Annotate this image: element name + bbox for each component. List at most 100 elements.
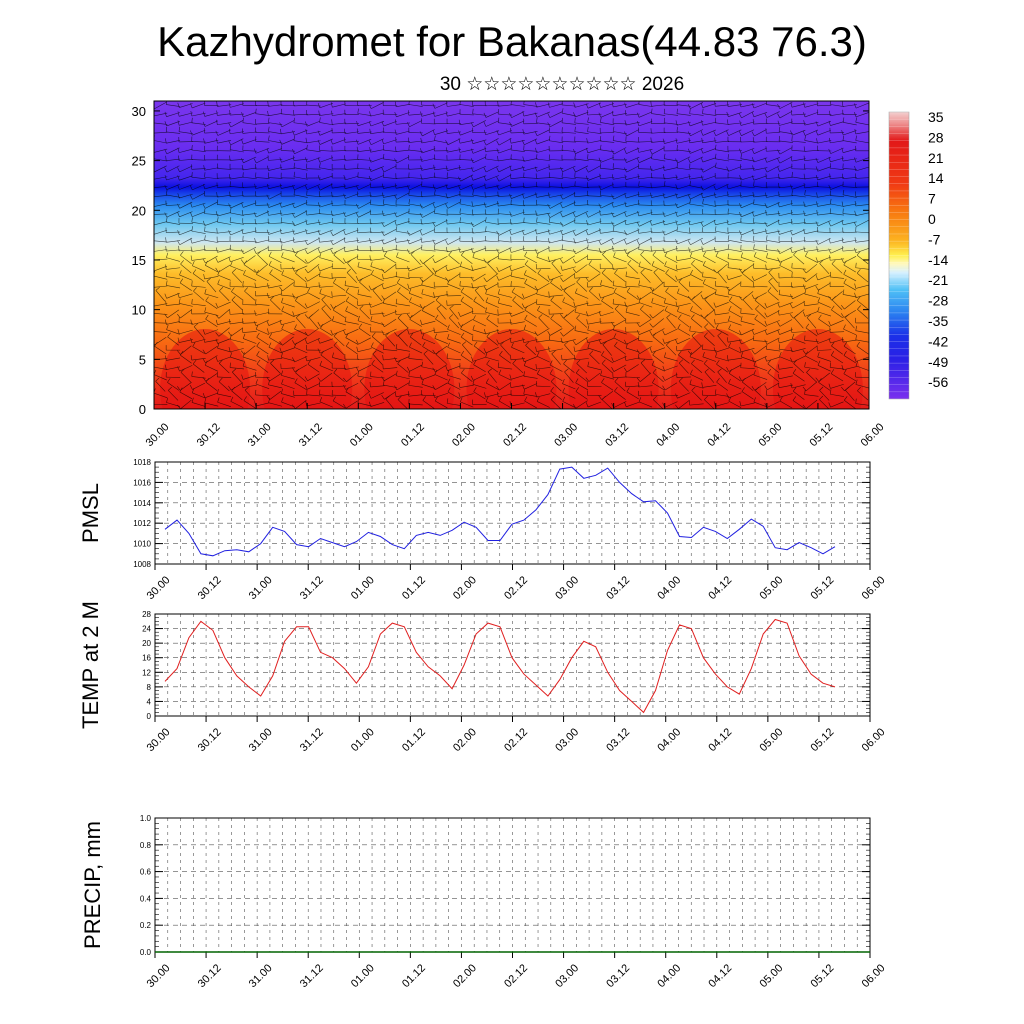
wind-barb-flag	[294, 378, 298, 383]
wind-barb	[179, 165, 193, 173]
wind-barb-flag	[179, 387, 183, 393]
wind-barb-flag	[830, 351, 835, 356]
wind-barb-flag	[688, 219, 691, 225]
wind-barb-flag	[585, 311, 589, 317]
wind-barb	[230, 356, 244, 362]
wind-barb-flag	[496, 248, 500, 254]
wind-barb	[270, 299, 281, 310]
wind-barb-flag	[180, 251, 184, 256]
wind-barb	[638, 204, 653, 206]
wind-barb-flag	[343, 377, 347, 382]
wind-barb	[575, 337, 588, 346]
wind-barb	[268, 131, 283, 135]
wind-barb	[625, 286, 640, 288]
wind-barb-flag	[611, 357, 614, 363]
wind-barb	[191, 239, 206, 244]
wind-barb-flag	[700, 157, 704, 163]
wind-barb	[690, 156, 704, 164]
wind-barb-flag	[317, 102, 321, 108]
wind-barb	[830, 104, 845, 107]
wind-barb	[779, 110, 793, 119]
wind-barb-flag	[704, 323, 709, 328]
x-tick-label: 30.00	[145, 574, 173, 602]
wind-barb-flag	[177, 404, 181, 409]
wind-barb-flag	[713, 219, 716, 225]
x-tick-label: 03.12	[604, 962, 632, 990]
wind-barb-flag	[738, 339, 742, 345]
wind-barb-flag	[484, 183, 486, 189]
wind-barb-flag	[305, 282, 307, 288]
wind-barb	[855, 267, 869, 270]
wind-barb	[536, 139, 551, 145]
wind-barb-flag	[458, 119, 461, 125]
wind-barb-flag	[355, 185, 359, 191]
wind-barb	[626, 337, 640, 345]
wind-barb	[779, 212, 793, 217]
wind-barb	[536, 385, 551, 387]
wind-barb-flag	[164, 111, 167, 117]
wind-barb-flag	[601, 395, 606, 400]
wind-barb	[638, 141, 653, 143]
wind-barb-flag	[509, 337, 512, 343]
wind-barb	[447, 104, 462, 107]
wind-barb-flag	[346, 268, 351, 273]
wind-barb	[843, 345, 856, 355]
wind-barb	[307, 184, 321, 191]
wind-barb	[395, 312, 410, 316]
wind-barb-flag	[509, 374, 512, 380]
wind-barb-flag	[343, 364, 346, 370]
wind-barb	[383, 139, 397, 145]
wind-barb	[510, 358, 525, 361]
wind-barb	[766, 249, 781, 252]
wind-barb-flag	[432, 349, 436, 355]
wind-barb	[459, 140, 474, 144]
wind-barb-flag	[535, 346, 537, 352]
wind-barb-flag	[534, 285, 538, 291]
wind-barb	[422, 129, 435, 137]
wind-barb-flag	[509, 401, 512, 407]
colorbar-label: 28	[928, 129, 944, 145]
wind-barb	[805, 256, 818, 263]
wind-barb-flag	[842, 189, 845, 195]
wind-barb	[845, 389, 855, 401]
wind-barb-flag	[767, 368, 772, 374]
wind-barb	[166, 140, 181, 144]
wind-barb-flag	[574, 325, 577, 331]
wind-barb	[307, 301, 320, 309]
wind-barb	[766, 337, 780, 345]
wind-barb-flag	[790, 130, 793, 136]
wind-barb	[409, 336, 422, 346]
wind-barb	[257, 254, 268, 265]
wind-barb	[205, 300, 218, 310]
wind-barb-flag	[857, 305, 861, 310]
wind-barb	[256, 247, 269, 254]
wind-barb	[843, 282, 857, 291]
wind-barb-flag	[202, 258, 206, 264]
wind-barb	[652, 254, 665, 265]
wind-barb-flag	[649, 314, 654, 319]
wind-barb-flag	[790, 247, 793, 253]
wind-barb	[230, 257, 244, 263]
wind-barb-flag	[280, 108, 282, 114]
wind-barb	[561, 149, 576, 152]
wind-barb	[753, 267, 768, 270]
wind-barb-flag	[739, 401, 742, 407]
wind-barb-flag	[268, 135, 270, 141]
wind-barb	[395, 141, 410, 143]
wind-barb	[472, 356, 487, 362]
wind-barb	[536, 166, 551, 172]
wind-barb-flag	[496, 130, 499, 136]
wind-barb-flag	[408, 101, 410, 105]
wind-barb	[395, 249, 410, 252]
wind-barb	[447, 283, 461, 290]
wind-barb-flag	[675, 239, 678, 244]
wind-barb-flag	[829, 362, 832, 368]
wind-barb-flag	[561, 172, 563, 178]
wind-barb-flag	[292, 237, 295, 243]
wind-barb-flag	[407, 230, 410, 236]
wind-barb	[357, 149, 372, 152]
wind-barb-flag	[598, 157, 602, 163]
wind-barb-flag	[843, 369, 847, 374]
wind-barb-flag	[343, 183, 346, 189]
wind-barb-flag	[394, 391, 397, 397]
